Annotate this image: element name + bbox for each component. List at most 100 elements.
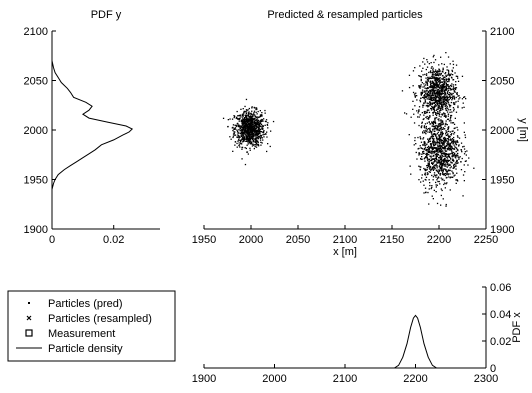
particle-point (247, 129, 250, 131)
particle-point (455, 168, 457, 170)
particle-point (429, 182, 431, 184)
particle-point (423, 150, 425, 153)
particle-point (442, 113, 444, 115)
particle-point (433, 120, 435, 123)
particle-point (450, 114, 452, 117)
particle-point (425, 127, 427, 129)
particle-point (241, 135, 243, 138)
particle-point (239, 126, 241, 128)
particle-point (432, 163, 434, 165)
particle-point (456, 147, 458, 150)
particle-point (442, 137, 445, 140)
particle-point (250, 127, 252, 129)
particle-point (420, 138, 422, 140)
particle-point (430, 97, 432, 100)
particle-point (247, 135, 249, 137)
particle-point (256, 113, 258, 115)
particle-point (440, 145, 443, 147)
particle-point (254, 117, 256, 119)
particle-point (456, 141, 458, 143)
particle-point (264, 120, 267, 122)
particle-point (233, 128, 235, 130)
particle-point (435, 143, 437, 146)
particle-point (434, 77, 436, 79)
particle-point (435, 174, 437, 176)
particle-point (440, 204, 442, 206)
particle-point (265, 119, 268, 121)
particle-point (252, 116, 254, 118)
particle-point (441, 139, 443, 142)
particle-point (436, 133, 438, 135)
particle-point (252, 128, 254, 130)
particle-point (432, 94, 434, 96)
particle-point (248, 135, 250, 137)
particle-point (442, 160, 444, 163)
particle-point (431, 77, 433, 79)
particle-point (417, 112, 419, 114)
particle-point (237, 115, 239, 117)
particle-point (430, 130, 432, 133)
particle-point (440, 132, 442, 134)
particle-point (436, 84, 438, 87)
particle-point (442, 144, 444, 146)
particle-point (445, 101, 447, 104)
particle-point (257, 133, 260, 135)
particle-point (429, 129, 431, 131)
particle-point (431, 80, 433, 83)
particle-point (445, 87, 447, 89)
particle-point (426, 82, 429, 84)
particle-point (445, 93, 447, 95)
particle-point (241, 131, 243, 133)
particle-point (451, 147, 454, 150)
pdf-x-ytick-label: 0 (490, 363, 496, 375)
particle-point (422, 131, 424, 133)
particle-point (442, 85, 444, 87)
particle-point (450, 142, 452, 144)
particle-point (428, 98, 430, 100)
particle-point (427, 87, 429, 89)
particle-point (430, 84, 432, 86)
particle-point (440, 129, 442, 131)
particle-point (431, 99, 434, 102)
particle-point (253, 130, 256, 132)
particle-point (258, 124, 260, 126)
particle-point (431, 107, 434, 109)
particle-point (439, 74, 441, 76)
particle-point (429, 151, 431, 154)
particle-point (237, 136, 239, 139)
particle-point (245, 147, 247, 150)
particle-point (247, 115, 249, 117)
particle-point (450, 148, 452, 150)
particle-point (251, 117, 253, 119)
particle-point (433, 76, 436, 78)
particle-point (439, 158, 441, 161)
particle-point (445, 75, 448, 78)
particle-point (449, 63, 451, 65)
particle-point (435, 184, 437, 186)
particle-point (450, 139, 452, 141)
particle-point (256, 134, 258, 136)
particle-point (232, 133, 235, 135)
particle-point (262, 131, 264, 134)
particle-point (429, 91, 431, 93)
particle-point (443, 83, 445, 85)
particle-point (454, 153, 456, 155)
particle-point (413, 122, 416, 124)
particle-point (451, 83, 453, 85)
particle-point (429, 103, 432, 105)
particles-xtick-label: 2050 (286, 234, 310, 246)
particle-point (447, 126, 450, 128)
particle-point (250, 119, 253, 121)
particle-point (408, 86, 411, 89)
particle-point (465, 154, 467, 156)
particle-point (437, 123, 440, 125)
particle-point (433, 71, 436, 73)
particle-point (456, 93, 458, 95)
particle-point (252, 143, 254, 145)
particle-point (246, 135, 248, 138)
particle-point (456, 135, 459, 137)
particle-point (430, 90, 432, 93)
particle-point (438, 170, 441, 172)
particle-point (443, 123, 445, 125)
particle-point (423, 102, 425, 104)
